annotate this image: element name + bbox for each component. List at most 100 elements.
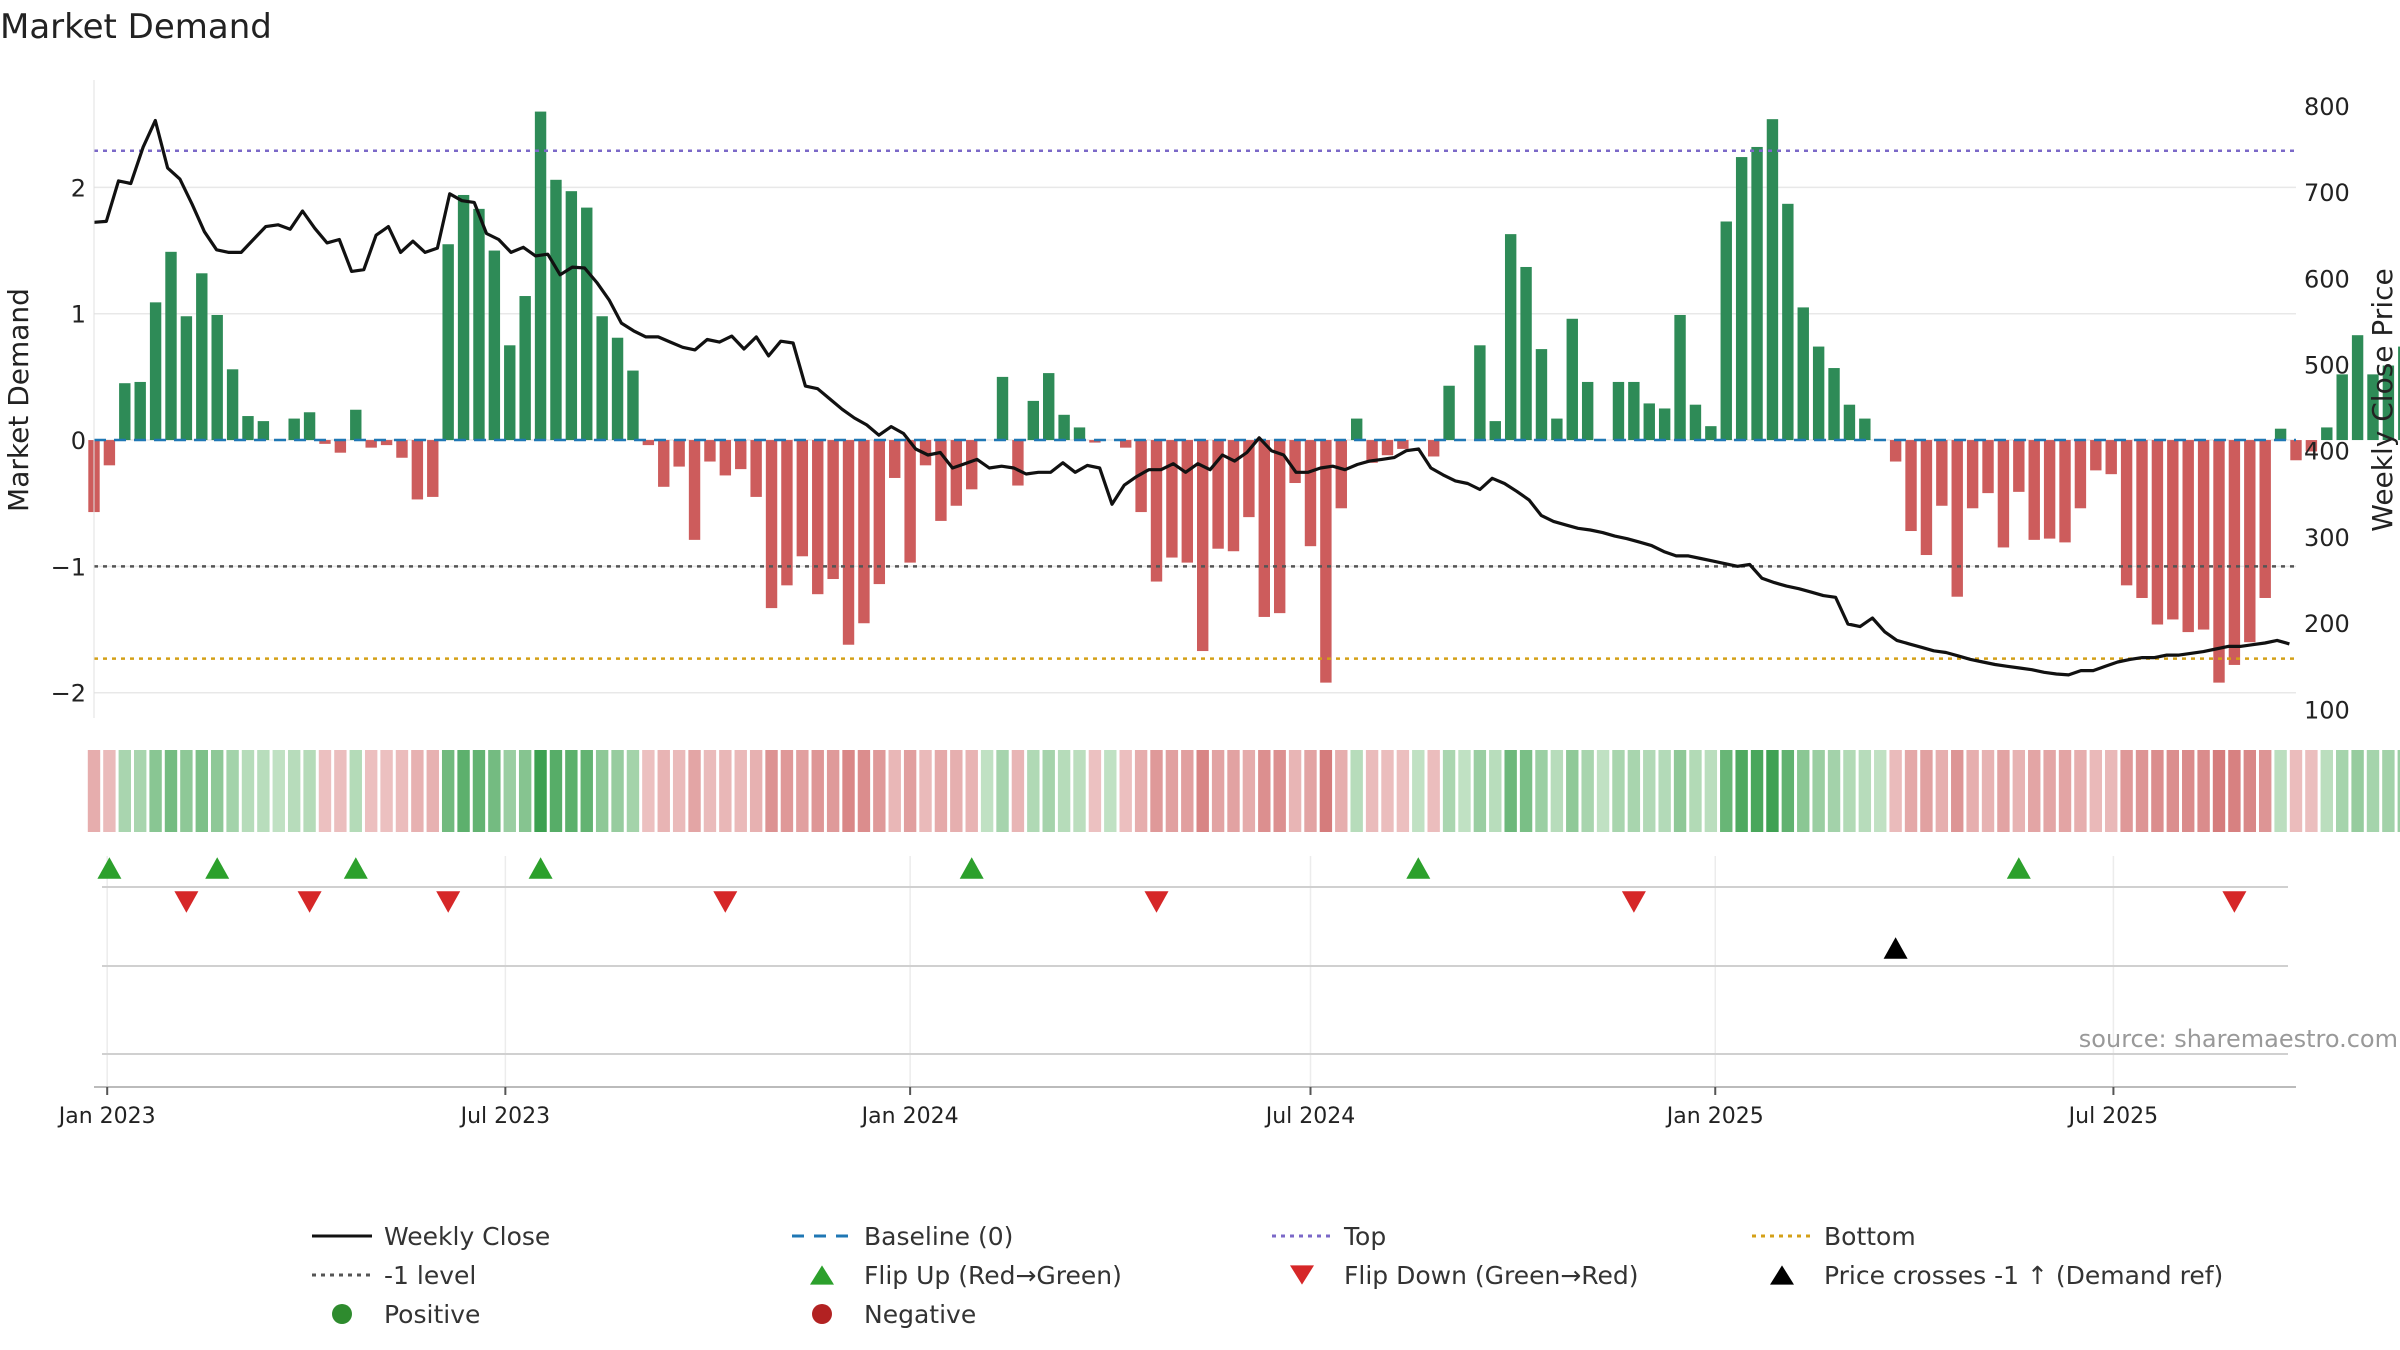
- heat-cell: [857, 750, 871, 832]
- demand-bar: [1551, 418, 1563, 441]
- demand-bar: [1843, 404, 1856, 441]
- heat-cell: [703, 750, 717, 832]
- legend-label: Positive: [384, 1300, 480, 1329]
- y-tick-right: 800: [2304, 93, 2350, 121]
- y-axis-right-label: Weekly Close Price: [2366, 268, 2399, 531]
- demand-bar: [473, 208, 485, 441]
- demand-bar: [842, 440, 855, 645]
- demand-bar: [242, 416, 254, 441]
- heat-cell: [1750, 750, 1764, 832]
- heat-cell: [980, 750, 994, 832]
- heat-cell: [903, 750, 917, 832]
- demand-bar: [1982, 440, 1994, 494]
- legend-item: Negative: [812, 1300, 976, 1329]
- heat-cell: [1273, 750, 1286, 832]
- demand-bar: [1751, 146, 1763, 441]
- heat-cell: [411, 750, 424, 832]
- heat-cell: [149, 750, 162, 832]
- demand-bar: [627, 370, 639, 441]
- heat-cell: [2166, 750, 2180, 832]
- demand-bar: [1304, 440, 1317, 547]
- legend-item: Positive: [332, 1300, 480, 1329]
- event-markers: [97, 857, 2247, 959]
- demand-bar: [1058, 414, 1070, 441]
- demand-bar: [1997, 440, 2010, 548]
- flip-down-marker: [713, 891, 738, 913]
- demand-bar: [2367, 374, 2379, 441]
- heat-cell: [226, 750, 239, 832]
- y-tick-left: −1: [51, 553, 86, 581]
- demand-bar: [2351, 335, 2364, 441]
- heat-cell: [950, 750, 963, 832]
- demand-bar: [719, 440, 732, 476]
- legend-swatch: [812, 1304, 832, 1324]
- flip-up-marker: [343, 857, 368, 879]
- heat-cell: [1489, 750, 1502, 832]
- heat-cell: [518, 750, 532, 832]
- flip-up-marker: [959, 857, 984, 879]
- demand-bar: [1474, 345, 1486, 441]
- y-tick-right: 100: [2304, 696, 2350, 724]
- heat-cell: [1874, 750, 1887, 832]
- demand-bar: [1289, 440, 1301, 484]
- heat-cell: [1134, 750, 1148, 832]
- legend-label: Price crosses -1 ↑ (Demand ref): [1824, 1261, 2223, 1290]
- demand-bar: [519, 296, 531, 441]
- demand-bar: [2059, 440, 2071, 543]
- demand-bar: [2182, 440, 2194, 633]
- heat-cell: [1504, 750, 1517, 832]
- legend-item: Bottom: [1752, 1222, 1916, 1251]
- heat-cell: [1673, 750, 1687, 832]
- flip-down-marker: [2222, 891, 2247, 913]
- y-tick-left: 2: [71, 174, 86, 202]
- demand-bar: [1489, 421, 1501, 441]
- heat-cell: [441, 750, 455, 832]
- legend-item: Flip Up (Red→Green): [810, 1261, 1122, 1290]
- demand-bar: [904, 440, 916, 563]
- demand-bar: [765, 440, 778, 609]
- legend-label: Bottom: [1824, 1222, 1916, 1251]
- legend-item: Weekly Close: [312, 1222, 550, 1251]
- source-label: source: sharemaestro.com: [2079, 1025, 2398, 1053]
- heat-cell: [2289, 750, 2303, 832]
- heat-cell: [811, 750, 824, 832]
- demand-bar: [1243, 440, 1255, 518]
- heat-cell: [1381, 750, 1394, 832]
- demand-bar: [1951, 440, 1963, 597]
- demand-bar: [2151, 440, 2164, 625]
- demand-bar: [1335, 440, 1347, 509]
- heat-cell: [488, 750, 501, 832]
- heat-cell: [580, 750, 593, 832]
- demand-bar: [396, 440, 408, 458]
- heat-cell: [2366, 750, 2380, 832]
- demand-bar: [2228, 440, 2241, 665]
- heat-cell: [1304, 750, 1317, 832]
- demand-bar: [873, 440, 886, 585]
- heat-cell: [1935, 750, 1949, 832]
- heat-cell: [565, 750, 578, 832]
- demand-bar: [1936, 440, 1948, 506]
- legend-label: Negative: [864, 1300, 976, 1329]
- heat-cell: [842, 750, 855, 832]
- demand-bar: [735, 440, 747, 470]
- legend-item: Price crosses -1 ↑ (Demand ref): [1770, 1261, 2223, 1290]
- heat-cell: [1920, 750, 1933, 832]
- y-tick-right: 200: [2304, 610, 2350, 638]
- demand-bar: [2105, 440, 2117, 475]
- demand-bar: [196, 273, 208, 441]
- heat-cell: [2074, 750, 2087, 832]
- price-line-layer: [93, 118, 2290, 677]
- demand-bar: [1766, 119, 1779, 441]
- demand-bar: [380, 440, 393, 446]
- demand-bar: [2136, 440, 2148, 598]
- heat-cell: [1735, 750, 1748, 832]
- demand-bar: [1366, 440, 1378, 463]
- heat-cell: [2135, 750, 2149, 832]
- demand-bar: [334, 440, 347, 453]
- demand-bar: [1705, 426, 1717, 441]
- demand-bar: [1782, 203, 1794, 441]
- demand-bar: [1581, 381, 1594, 441]
- heat-cell: [1104, 750, 1117, 832]
- heat-cell: [334, 750, 347, 832]
- heat-cell: [103, 750, 116, 832]
